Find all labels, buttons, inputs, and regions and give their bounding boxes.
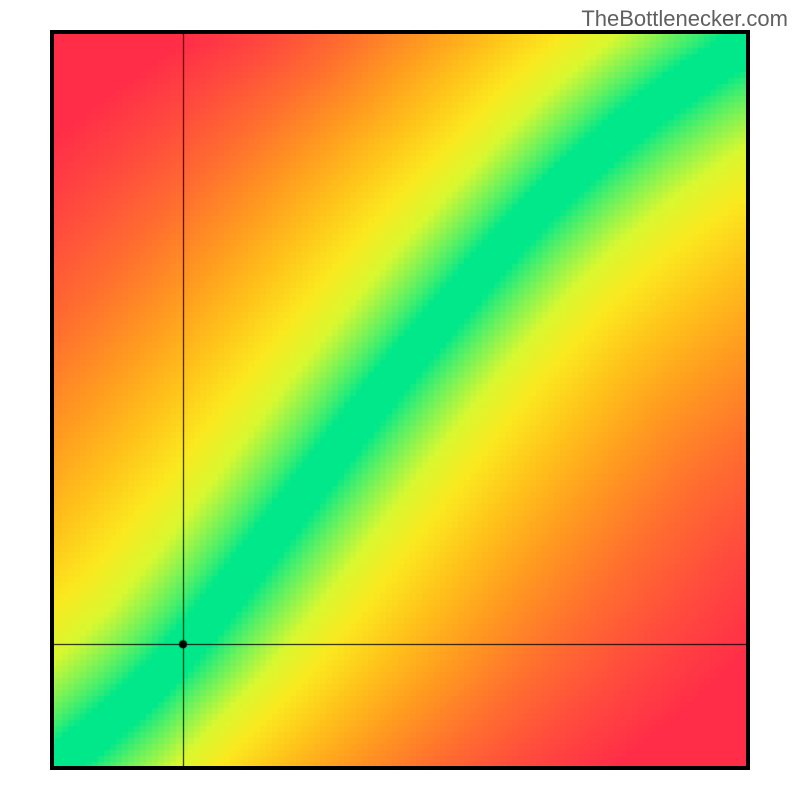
crosshair-overlay (50, 30, 750, 770)
bottleneck-heatmap-chart (50, 30, 750, 770)
watermark-text: TheBottlenecker.com (581, 6, 788, 32)
